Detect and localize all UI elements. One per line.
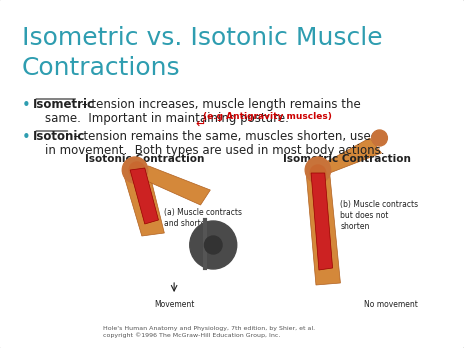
- Text: No movement: No movement: [365, 300, 418, 309]
- Circle shape: [204, 236, 222, 254]
- Text: (a) Muscle contracts
and shortens: (a) Muscle contracts and shortens: [164, 208, 242, 228]
- Text: •: •: [21, 130, 30, 145]
- Text: same.  Important in maintaining posture.: same. Important in maintaining posture.: [45, 112, 289, 125]
- Circle shape: [122, 157, 148, 183]
- Circle shape: [372, 130, 387, 146]
- Polygon shape: [130, 168, 158, 224]
- Text: in movement.  Both types are used in most body actions.: in movement. Both types are used in most…: [45, 144, 384, 157]
- Text: Isotonic Contraction: Isotonic Contraction: [85, 154, 204, 164]
- Text: Isotonic: Isotonic: [33, 130, 86, 143]
- Text: ↵: ↵: [196, 118, 206, 131]
- Polygon shape: [306, 173, 340, 285]
- Circle shape: [310, 165, 326, 181]
- Text: (b) Muscle contracts
but does not
shorten: (b) Muscle contracts but does not shorte…: [340, 200, 419, 231]
- Text: – tension remains the same, muscles shorten, used: – tension remains the same, muscles shor…: [71, 130, 379, 143]
- Text: (e.g Antigravity muscles): (e.g Antigravity muscles): [203, 112, 332, 121]
- Text: Movement: Movement: [154, 300, 194, 309]
- Text: Isometric Contraction: Isometric Contraction: [283, 154, 411, 164]
- Text: – tension increases, muscle length remains the: – tension increases, muscle length remai…: [78, 98, 361, 111]
- Text: Isometric: Isometric: [33, 98, 95, 111]
- Text: Hole's Human Anatomy and Physiology, 7th edition, by Shier, et al.
copyright ©19: Hole's Human Anatomy and Physiology, 7th…: [103, 326, 315, 338]
- Polygon shape: [311, 173, 333, 270]
- Circle shape: [305, 157, 331, 183]
- Circle shape: [190, 221, 237, 269]
- Circle shape: [129, 162, 145, 178]
- Text: Isometric vs. Isotonic Muscle
Contractions: Isometric vs. Isotonic Muscle Contractio…: [21, 26, 382, 80]
- Polygon shape: [122, 166, 210, 205]
- Polygon shape: [122, 170, 164, 236]
- Text: •: •: [21, 98, 30, 113]
- Polygon shape: [306, 138, 382, 173]
